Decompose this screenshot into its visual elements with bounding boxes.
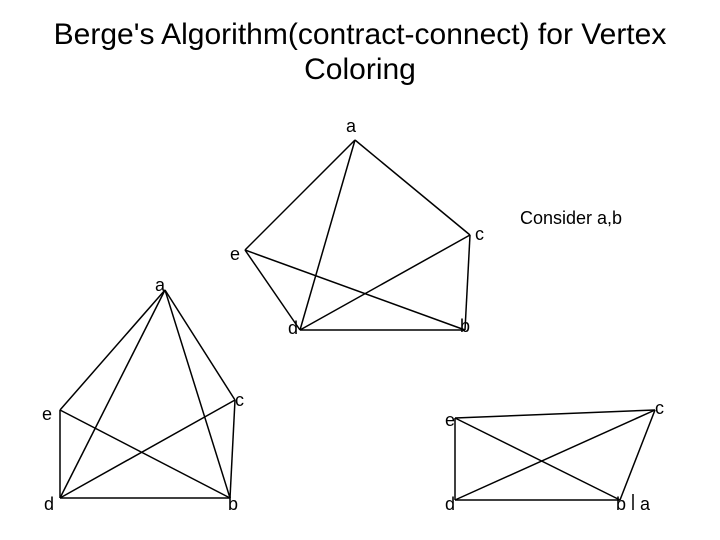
- g1-label-a: a: [346, 116, 356, 137]
- g1-label-e: e: [230, 244, 240, 265]
- g1-label-c: c: [475, 224, 484, 245]
- g3-label-b: b: [616, 494, 626, 515]
- g3-label-c: c: [655, 398, 664, 419]
- annotation-consider: Consider a,b: [520, 208, 622, 229]
- slide: Berge's Algorithm(contract-connect) for …: [0, 0, 720, 540]
- g2-label-d: d: [44, 494, 54, 515]
- g2-label-e: e: [42, 404, 52, 425]
- slide-title: Berge's Algorithm(contract-connect) for …: [0, 18, 720, 87]
- g3-label-a: a: [640, 494, 650, 515]
- g1-label-d: d: [288, 318, 298, 339]
- g3-label-e: e: [445, 410, 455, 431]
- g2-label-b: b: [228, 494, 238, 515]
- graph-bottom-right: [445, 400, 665, 510]
- g3-label-d: d: [445, 494, 455, 515]
- title-text: Berge's Algorithm(contract-connect) for …: [54, 18, 667, 86]
- g1-label-b: b: [460, 316, 470, 337]
- g2-label-c: c: [235, 390, 244, 411]
- graph-bottom-left: [50, 280, 280, 510]
- g2-label-a: a: [155, 275, 165, 296]
